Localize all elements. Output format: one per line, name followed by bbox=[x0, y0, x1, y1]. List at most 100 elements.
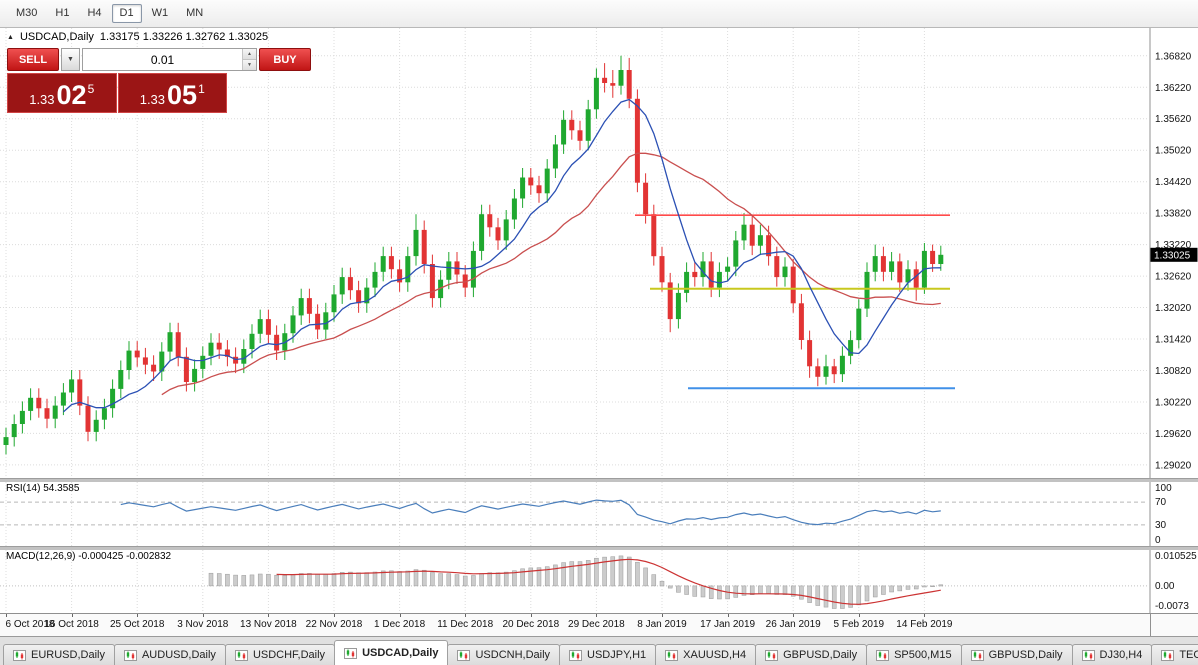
chart-tab-icon bbox=[569, 649, 583, 661]
chart-tab[interactable]: TECH100,H1 bbox=[1151, 644, 1198, 665]
time-axis-tick bbox=[268, 614, 270, 617]
time-axis-tick bbox=[202, 614, 204, 617]
timeframe-button-w1[interactable]: W1 bbox=[144, 4, 177, 23]
svg-text:70: 70 bbox=[1155, 497, 1167, 508]
chart-tab[interactable]: USDCAD,Daily bbox=[334, 640, 449, 665]
svg-text:1.31420: 1.31420 bbox=[1155, 335, 1192, 346]
timeframe-toolbar: M30 H1 H4 D1 W1 MN bbox=[0, 0, 1198, 28]
rsi-scale[interactable]: 100 70 30 0 bbox=[1155, 483, 1172, 546]
macd-scale[interactable]: 0.010525 0.00 -0.0073 bbox=[1155, 551, 1197, 612]
svg-text:1.30220: 1.30220 bbox=[1155, 398, 1192, 409]
time-axis-label: 17 Jan 2019 bbox=[700, 619, 756, 630]
time-axis-tick bbox=[596, 614, 598, 617]
chart-tab-label: EURUSD,Daily bbox=[31, 649, 105, 661]
chart-tab-label: USDCHF,Daily bbox=[252, 649, 326, 661]
chart-tab[interactable]: AUDUSD,Daily bbox=[113, 644, 226, 665]
chart-ohlc-values: 1.33175 1.33226 1.32762 1.33025 bbox=[99, 31, 269, 43]
chart-tab[interactable]: GBPUSD,Daily bbox=[755, 644, 868, 665]
time-axis-tick bbox=[6, 614, 7, 617]
svg-text:1.33820: 1.33820 bbox=[1155, 209, 1192, 220]
time-axis-label: 16 Oct 2018 bbox=[44, 619, 99, 630]
main-chart-canvas[interactable]: 1.36820 1.36220 1.35620 1.35020 1.34420 1.338… bbox=[0, 28, 1198, 478]
sell-price-display[interactable]: 1.33 02 5 bbox=[7, 73, 117, 113]
chart-tab-label: USDCNH,Daily bbox=[475, 649, 551, 661]
volume-step-up-icon[interactable]: ▲ bbox=[243, 49, 256, 60]
macd-panel: 0.010525 0.00 -0.0073 MACD(12,26,9) -0.000… bbox=[0, 550, 1198, 613]
time-axis-label: 1 Dec 2018 bbox=[374, 619, 426, 630]
buy-button[interactable]: BUY bbox=[259, 48, 311, 71]
svg-text:1.33220: 1.33220 bbox=[1155, 240, 1192, 251]
volume-field-wrap: ▲ ▼ bbox=[82, 48, 257, 71]
chart-tab-label: DJ30,H4 bbox=[1099, 649, 1143, 661]
time-axis-tick bbox=[137, 614, 139, 617]
time-axis-label: 13 Nov 2018 bbox=[240, 619, 297, 630]
svg-text:1.36220: 1.36220 bbox=[1155, 83, 1192, 94]
buy-price-display[interactable]: 1.33 05 1 bbox=[117, 73, 227, 113]
time-axis-tick bbox=[71, 614, 73, 617]
horizontal-level-lines[interactable] bbox=[635, 214, 955, 390]
candles-layer bbox=[3, 55, 944, 455]
chart-tab[interactable]: XAUUSD,H4 bbox=[655, 644, 757, 665]
svg-text:100: 100 bbox=[1155, 483, 1172, 494]
timeframe-button-m30[interactable]: M30 bbox=[8, 4, 45, 23]
chart-tab-icon bbox=[123, 649, 137, 661]
chart-tab-icon bbox=[1161, 649, 1175, 661]
svg-text:0: 0 bbox=[1155, 535, 1161, 546]
time-axis-tick bbox=[530, 614, 532, 617]
svg-text:1.32020: 1.32020 bbox=[1155, 303, 1192, 314]
one-click-trading-panel: SELL ▼ ▲ ▼ BUY 1.33 02 5 bbox=[7, 48, 311, 113]
svg-text:0.00: 0.00 bbox=[1155, 581, 1175, 592]
volume-step-down-icon[interactable]: ▼ bbox=[243, 60, 256, 70]
chart-tab-icon bbox=[665, 649, 679, 661]
svg-text:1.35620: 1.35620 bbox=[1155, 114, 1192, 125]
chart-tab-icon bbox=[234, 649, 248, 661]
svg-text:-0.0073: -0.0073 bbox=[1155, 601, 1189, 612]
current-price-badge: 1.33025 bbox=[1150, 247, 1198, 262]
volume-input[interactable] bbox=[83, 49, 242, 70]
panel-splitter[interactable] bbox=[0, 546, 1198, 550]
time-axis[interactable]: 6 Oct 2018 16 Oct 2018 25 Oct 2018 3 Nov 20… bbox=[0, 613, 1198, 636]
rsi-indicator-label: RSI(14) 54.3585 bbox=[6, 483, 80, 494]
collapse-triangle-icon[interactable]: ▲ bbox=[7, 33, 14, 41]
time-axis-tick bbox=[662, 614, 663, 617]
chart-tab-label: USDCAD,Daily bbox=[362, 647, 439, 659]
sell-price-pip: 5 bbox=[87, 82, 95, 96]
chart-tab-label: XAUUSD,H4 bbox=[683, 649, 747, 661]
time-axis-tick bbox=[727, 614, 729, 617]
timeframe-button-d1[interactable]: D1 bbox=[111, 4, 142, 23]
rsi-line bbox=[120, 499, 941, 526]
time-axis-label: 6 Oct 2018 bbox=[5, 619, 55, 630]
chart-tab[interactable]: GBPUSD,Daily bbox=[960, 644, 1073, 665]
sell-button[interactable]: SELL bbox=[7, 48, 59, 71]
chart-tab[interactable]: SP500,M15 bbox=[866, 644, 962, 665]
buy-price-pip: 1 bbox=[198, 82, 205, 96]
time-axis-tick bbox=[334, 614, 335, 617]
chart-tab[interactable]: DJ30,H4 bbox=[1071, 644, 1153, 665]
chart-tab-label: GBPUSD,Daily bbox=[783, 649, 858, 661]
rsi-panel: 100 70 30 0 RSI(14) 54.3585 bbox=[0, 482, 1198, 546]
chart-tab-icon bbox=[970, 649, 984, 661]
chart-tab-icon bbox=[13, 649, 26, 661]
volume-dropdown-button[interactable]: ▼ bbox=[61, 48, 80, 71]
timeframe-button-h1[interactable]: H1 bbox=[47, 4, 77, 23]
svg-text:1.30820: 1.30820 bbox=[1155, 366, 1192, 377]
time-axis-tick bbox=[465, 614, 467, 617]
time-axis-tick bbox=[858, 614, 860, 617]
chart-tab[interactable]: EURUSD,Daily bbox=[3, 644, 115, 665]
chart-tab[interactable]: USDCHF,Daily bbox=[224, 644, 336, 665]
timeframe-button-mn[interactable]: MN bbox=[178, 4, 211, 23]
macd-histogram bbox=[208, 555, 944, 609]
price-scale[interactable]: 1.36820 1.36220 1.35620 1.35020 1.34420 1.338… bbox=[1155, 51, 1192, 471]
main-chart-panel: 1.36820 1.36220 1.35620 1.35020 1.34420 1.338… bbox=[0, 28, 1198, 478]
chart-tabs-bar: EURUSD,Daily AUDUSD,Daily USDCHF,Daily USDC… bbox=[0, 636, 1198, 665]
macd-canvas[interactable]: 0.010525 0.00 -0.0073 bbox=[0, 550, 1198, 613]
chart-tab[interactable]: USDJPY,H1 bbox=[559, 644, 657, 665]
timeframe-button-h4[interactable]: H4 bbox=[79, 4, 109, 23]
macd-signal-line bbox=[276, 558, 941, 605]
rsi-canvas[interactable]: 100 70 30 0 bbox=[0, 482, 1198, 546]
chart-tab[interactable]: USDCNH,Daily bbox=[447, 644, 561, 665]
time-axis-label: 11 Dec 2018 bbox=[437, 619, 494, 630]
macd-indicator-label: MACD(12,26,9) -0.000425 -0.002832 bbox=[6, 551, 172, 562]
svg-text:30: 30 bbox=[1155, 520, 1167, 531]
panel-splitter[interactable] bbox=[0, 478, 1198, 482]
